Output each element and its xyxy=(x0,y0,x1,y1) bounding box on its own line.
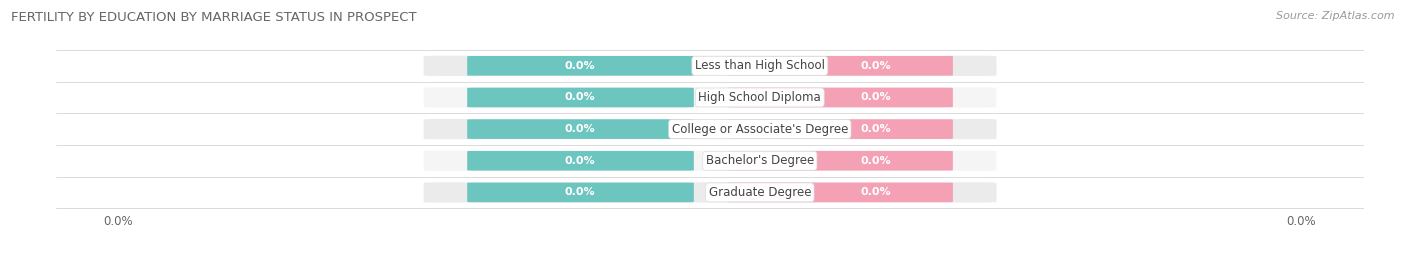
Text: 0.0%: 0.0% xyxy=(860,156,891,166)
FancyBboxPatch shape xyxy=(423,151,997,171)
FancyBboxPatch shape xyxy=(727,56,953,76)
Text: 0.0%: 0.0% xyxy=(565,61,595,71)
FancyBboxPatch shape xyxy=(423,182,997,203)
FancyBboxPatch shape xyxy=(467,56,693,76)
FancyBboxPatch shape xyxy=(423,56,997,76)
FancyBboxPatch shape xyxy=(727,119,953,139)
FancyBboxPatch shape xyxy=(467,151,693,171)
FancyBboxPatch shape xyxy=(423,119,997,139)
Text: 0.0%: 0.0% xyxy=(565,187,595,197)
FancyBboxPatch shape xyxy=(727,88,953,107)
Text: 0.0%: 0.0% xyxy=(565,93,595,102)
FancyBboxPatch shape xyxy=(423,87,997,108)
Text: 0.0%: 0.0% xyxy=(565,156,595,166)
FancyBboxPatch shape xyxy=(727,183,953,202)
Text: Bachelor's Degree: Bachelor's Degree xyxy=(706,154,814,167)
Text: High School Diploma: High School Diploma xyxy=(699,91,821,104)
Text: 0.0%: 0.0% xyxy=(860,187,891,197)
Text: Source: ZipAtlas.com: Source: ZipAtlas.com xyxy=(1277,11,1395,21)
Text: 0.0%: 0.0% xyxy=(860,61,891,71)
Text: 0.0%: 0.0% xyxy=(860,93,891,102)
Text: Less than High School: Less than High School xyxy=(695,59,825,72)
FancyBboxPatch shape xyxy=(467,183,693,202)
FancyBboxPatch shape xyxy=(727,151,953,171)
Text: 0.0%: 0.0% xyxy=(860,124,891,134)
Text: Graduate Degree: Graduate Degree xyxy=(709,186,811,199)
FancyBboxPatch shape xyxy=(467,88,693,107)
Text: 0.0%: 0.0% xyxy=(565,124,595,134)
Text: FERTILITY BY EDUCATION BY MARRIAGE STATUS IN PROSPECT: FERTILITY BY EDUCATION BY MARRIAGE STATU… xyxy=(11,11,416,24)
Text: College or Associate's Degree: College or Associate's Degree xyxy=(672,123,848,136)
FancyBboxPatch shape xyxy=(467,119,693,139)
Legend: Married, Unmarried: Married, Unmarried xyxy=(621,264,799,269)
